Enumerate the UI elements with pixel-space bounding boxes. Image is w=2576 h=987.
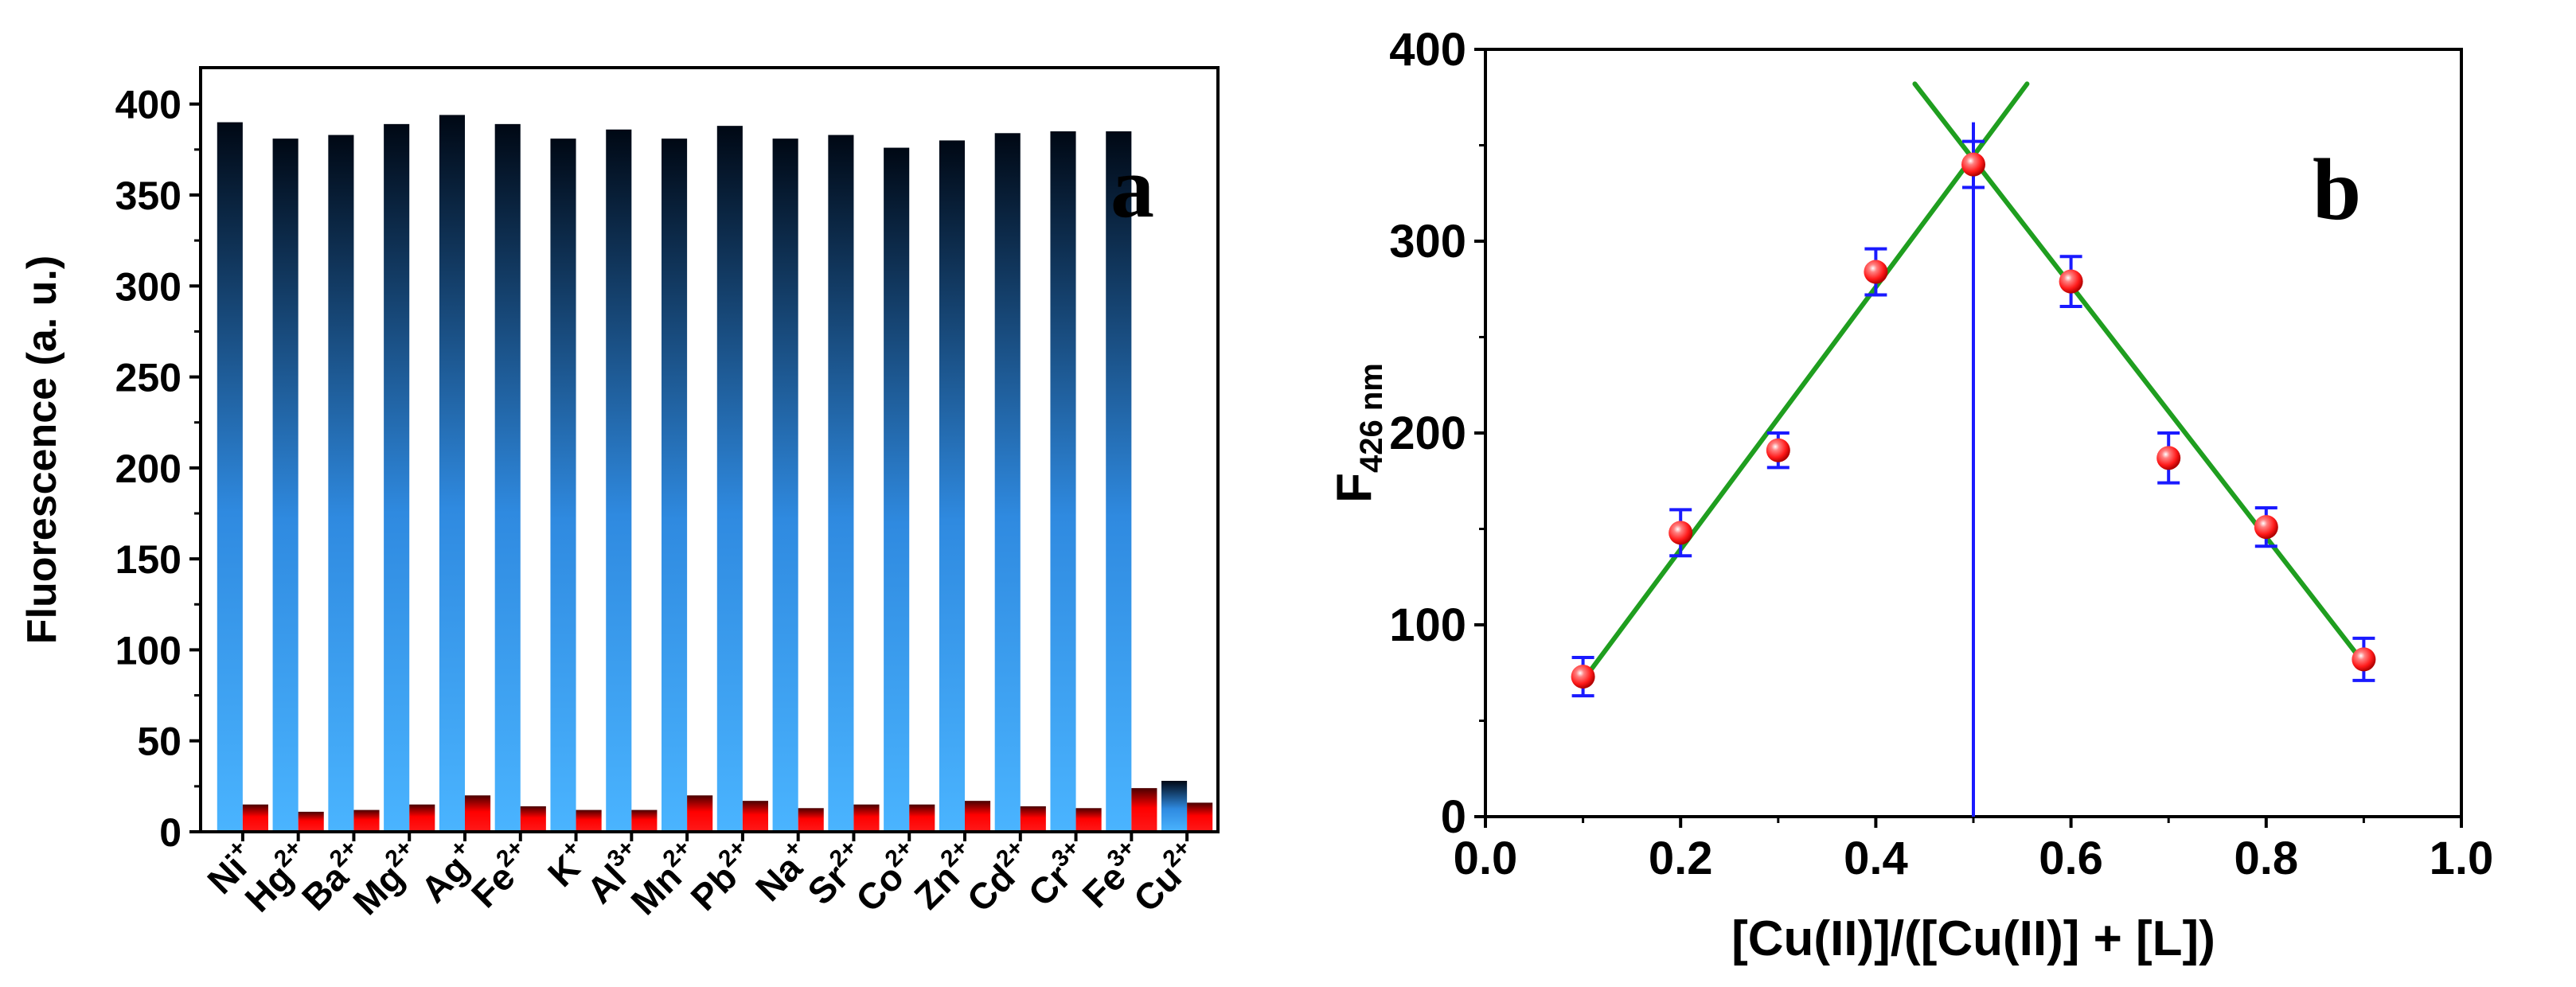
panel-a-bar-chart: 0 50 100 150 200 250 300 350 400 Ni+Hg2+Ba2+Mg2+… — [19, 66, 1220, 923]
fit-line-descending — [1912, 81, 2367, 666]
panel-a-y-axis-ticks: 0 50 100 150 200 250 300 350 400 — [115, 83, 201, 855]
y-tick-label: 0 — [1441, 791, 1466, 843]
x-tick-label: 0.4 — [1844, 833, 1908, 884]
bar-without-cu-sr-2plus — [828, 135, 854, 833]
bar-with-cu-hg-2plus — [298, 811, 324, 832]
y-tick-label: 300 — [115, 264, 181, 309]
bar-with-cu-mg-2plus — [409, 804, 435, 832]
bar-with-cu-co-2plus — [909, 804, 935, 832]
bar-without-cu-zn-2plus — [939, 140, 965, 832]
bar-without-cu-cd-2plus — [994, 133, 1021, 833]
bar-with-cu-sr-2plus — [853, 804, 880, 832]
x-tick-label: 1.0 — [2430, 833, 2494, 884]
data-marker — [2059, 269, 2083, 294]
bar-without-cu-al-3plus — [606, 129, 632, 832]
bar-with-cu-pb-2plus — [742, 801, 768, 832]
bar-without-cu-k-plus — [550, 138, 576, 833]
data-point — [1669, 508, 1693, 558]
panel-a-y-axis-label: Fluorescence (a. u.) — [19, 256, 65, 644]
y-tick-label: 100 — [1389, 599, 1466, 651]
bar-with-cu-k-plus — [576, 809, 602, 832]
data-marker — [1961, 152, 1985, 177]
panel-b-scatter-chart: 0.0 0.2 0.4 0.6 0.8 1.0 0 100 200 300 400 [Cu(II)]… — [1327, 24, 2493, 966]
y-tick-label: 200 — [1389, 408, 1466, 459]
x-tick-label: 0.6 — [2039, 833, 2103, 884]
y-tick-label: 300 — [1389, 216, 1466, 267]
bar-without-cu-fe-3plus — [1106, 131, 1132, 832]
bar-without-cu-na-plus — [772, 138, 798, 833]
bar-with-cu-cu-2plus — [1187, 802, 1213, 832]
data-marker — [1864, 259, 1888, 284]
fit-line-ascending — [1580, 81, 2030, 683]
bar-without-cu-ni-plus — [217, 122, 243, 833]
panel-a-label: a — [1110, 138, 1154, 236]
panel-b-axis-ticks: 0.0 0.2 0.4 0.6 0.8 1.0 0 100 200 300 400 — [1389, 24, 2493, 884]
panel-a-x-tick-labels: Ni+Hg2+Ba2+Mg2+Ag+Fe2+ K+Al3+Mn2+Pb2+Na+S… — [199, 832, 1208, 923]
data-point — [2254, 505, 2278, 548]
y-tick-label: 400 — [115, 83, 181, 127]
y-tick-label: 50 — [137, 720, 181, 764]
bar-with-cu-zn-2plus — [965, 801, 991, 832]
panel-a-bars — [217, 115, 1213, 833]
bar-with-cu-ni-plus — [242, 804, 268, 832]
panel-b-x-axis-label: [Cu(II)]/([Cu(II)] + [L]) — [1731, 911, 2215, 966]
data-marker — [2352, 647, 2376, 672]
data-marker — [1669, 521, 1693, 545]
bar-with-cu-na-plus — [798, 808, 824, 832]
bar-without-cu-cr-3plus — [1050, 131, 1076, 832]
y-tick-label: 350 — [115, 174, 181, 218]
data-point — [2059, 255, 2083, 308]
data-point — [1864, 247, 1888, 297]
bar-without-cu-mn-2plus — [662, 138, 688, 833]
data-point — [1766, 431, 1790, 470]
x-tick-label: Cu2+ — [1123, 834, 1208, 919]
x-tick-label: Na+ — [745, 834, 820, 909]
bar-without-cu-fe-2plus — [494, 123, 521, 832]
data-marker — [2254, 515, 2278, 540]
bar-with-cu-cd-2plus — [1020, 806, 1046, 832]
data-point — [2352, 636, 2376, 682]
bar-with-cu-mn-2plus — [687, 795, 713, 832]
panel-b-y-axis-label-main: F — [1327, 473, 1382, 503]
data-point — [1571, 655, 1595, 698]
bar-without-cu-pb-2plus — [716, 126, 743, 833]
bar-without-cu-cu-2plus — [1161, 781, 1188, 832]
y-tick-label: 150 — [115, 537, 181, 582]
panel-b-label: b — [2313, 141, 2361, 238]
bar-without-cu-ba-2plus — [328, 135, 354, 833]
y-tick-label: 400 — [1389, 24, 1466, 76]
bar-without-cu-co-2plus — [884, 147, 910, 833]
data-marker — [2156, 446, 2181, 470]
x-tick-label: 0.0 — [1454, 833, 1518, 884]
bar-with-cu-al-3plus — [631, 809, 658, 832]
bar-without-cu-mg-2plus — [384, 123, 410, 832]
bar-without-cu-hg-2plus — [272, 138, 299, 833]
y-tick-label: 200 — [115, 447, 181, 491]
bar-with-cu-fe-2plus — [520, 806, 546, 832]
bar-with-cu-ba-2plus — [353, 809, 380, 832]
x-tick-label: 0.8 — [2234, 833, 2298, 884]
bar-with-cu-ag-plus — [465, 795, 491, 832]
bar-with-cu-fe-3plus — [1131, 788, 1157, 832]
data-marker — [1571, 665, 1595, 689]
panel-a-plot-frame — [199, 66, 1220, 833]
panel-b-fit-lines — [1580, 81, 2367, 817]
y-tick-label: 0 — [159, 810, 181, 855]
panel-b-data-points — [1571, 139, 2376, 698]
data-point — [1961, 139, 1985, 189]
x-tick-label: 0.2 — [1649, 833, 1713, 884]
data-marker — [1766, 438, 1790, 462]
panel-b-y-axis-label: F426 nm — [1327, 363, 1389, 503]
bar-without-cu-ag-plus — [439, 115, 465, 832]
data-point — [2156, 431, 2181, 485]
y-tick-label: 250 — [115, 356, 181, 400]
y-tick-label: 100 — [115, 628, 181, 673]
panel-b-y-axis-label-subscript: 426 nm — [1354, 363, 1389, 473]
bar-with-cu-cr-3plus — [1075, 808, 1102, 832]
